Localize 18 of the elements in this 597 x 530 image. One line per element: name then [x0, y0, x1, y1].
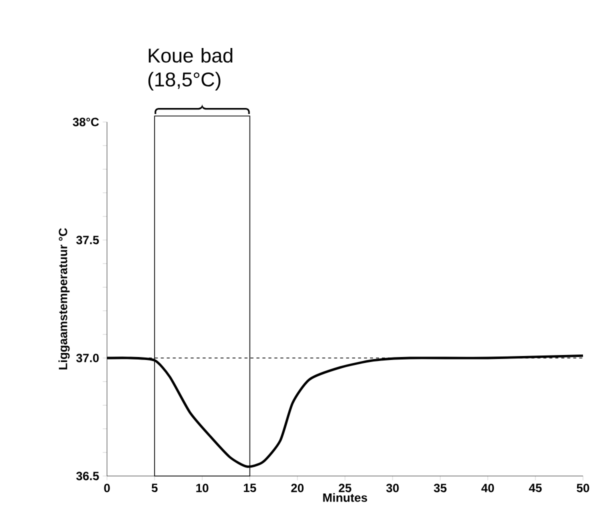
- y-tick-label: 37.5: [76, 236, 99, 244]
- x-tick-label: 45: [528, 484, 542, 492]
- y-tick-label: 36.5: [76, 472, 99, 480]
- x-tick-label: 30: [386, 484, 399, 492]
- x-tick-label: 0: [104, 484, 110, 492]
- x-tick-label: 35: [434, 484, 447, 492]
- x-tick-label: 5: [152, 484, 158, 492]
- x-tick-label: 20: [291, 484, 304, 492]
- x-axis-title: Minutes: [323, 493, 368, 502]
- band-label: Koue bad (18,5°C): [148, 48, 232, 90]
- x-tick-label: 40: [481, 484, 494, 492]
- y-axis-title: Liggaamstemperatuur °C: [58, 228, 70, 370]
- x-tick-label: 50: [576, 484, 590, 492]
- x-tick-label: 15: [244, 484, 256, 492]
- y-tick-label: 38°C: [72, 118, 99, 126]
- y-tick-label: 37.0: [76, 354, 99, 362]
- x-tick-label: 10: [196, 484, 208, 492]
- x-tick-label: 25: [338, 484, 352, 492]
